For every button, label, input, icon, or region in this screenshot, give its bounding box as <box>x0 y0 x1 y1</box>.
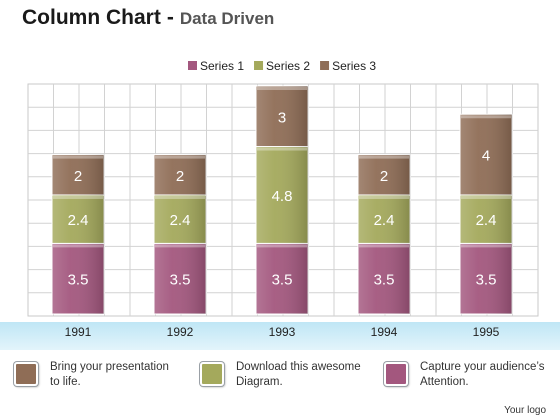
data-label: 2 <box>74 168 82 185</box>
data-label: 3.5 <box>272 272 293 289</box>
stacked-column-chart: Series 1 Series 2 Series 3 3.52.423.52.423… <box>27 59 539 339</box>
bar-shading <box>358 154 410 195</box>
logo-text: Your logo <box>504 405 546 416</box>
data-label: 2 <box>176 168 184 185</box>
legend-label: Series 2 <box>266 59 310 73</box>
axis-band <box>0 322 560 350</box>
title-main: Column Chart <box>22 6 161 29</box>
data-label: 3 <box>278 109 286 126</box>
data-label: 2.4 <box>374 212 395 229</box>
bar-shading <box>154 154 206 195</box>
bar-highlight <box>257 87 307 90</box>
bar-highlight <box>53 244 103 248</box>
bar-highlight <box>257 147 307 151</box>
feature-text: Capture your audience’s Attention. <box>420 361 545 388</box>
data-label: 3.5 <box>374 272 395 289</box>
legend-swatch <box>254 61 264 70</box>
bar-highlight <box>53 155 103 159</box>
bar-highlight <box>155 195 205 199</box>
x-axis-labels: 1991 1992 1993 1994 1995 <box>65 325 500 339</box>
bar-highlight <box>53 195 103 199</box>
feature-item-1: Bring your presentation to life. <box>14 360 180 390</box>
data-label: 2.4 <box>170 212 191 229</box>
bar-shading <box>52 154 104 195</box>
legend-label: Series 1 <box>200 59 244 73</box>
legend-label: Series 3 <box>332 59 376 73</box>
bar-highlight <box>359 244 409 248</box>
x-tick-label: 1991 <box>65 325 92 339</box>
bar-shading <box>460 243 512 314</box>
data-label: 2.4 <box>68 212 89 229</box>
bar-highlight <box>461 244 511 248</box>
x-tick-label: 1992 <box>167 325 194 339</box>
bar-shading <box>154 194 206 244</box>
bar-highlight <box>461 115 511 119</box>
title-separator: - <box>166 6 174 29</box>
data-label: 3.5 <box>170 272 191 289</box>
bar-shading <box>256 86 308 147</box>
data-label: 3.5 <box>476 272 497 289</box>
data-label: 2 <box>380 168 388 185</box>
bar-highlight <box>359 155 409 159</box>
feature-text: Bring your presentation to life. <box>50 361 169 388</box>
x-tick-label: 1995 <box>473 325 500 339</box>
bar-highlight <box>155 155 205 159</box>
chart-legend: Series 1 Series 2 Series 3 <box>188 59 376 73</box>
legend-swatch <box>320 61 330 70</box>
title-subtitle: Data Driven <box>179 9 275 28</box>
feature-color-square <box>384 362 408 386</box>
feature-item-2: Download this awesome Diagram. <box>200 360 366 390</box>
bar-shading <box>52 194 104 244</box>
footer: Bring your presentation to life. Downloa… <box>0 352 560 420</box>
feature-color-square <box>14 362 38 386</box>
data-label: 2.4 <box>476 212 497 229</box>
bar-shading <box>154 243 206 314</box>
bar-highlight <box>461 195 511 199</box>
bar-shading <box>52 243 104 314</box>
page-title: Column Chart - Data Driven <box>22 6 274 30</box>
x-tick-label: 1993 <box>269 325 296 339</box>
feature-color-square <box>200 362 224 386</box>
feature-text: Download this awesome Diagram. <box>236 361 361 388</box>
data-label: 3.5 <box>68 272 89 289</box>
bar-shading <box>460 114 512 195</box>
bar-shading <box>256 243 308 314</box>
bar-shading <box>358 243 410 314</box>
feature-item-3: Capture your audience’s Attention. <box>384 360 550 390</box>
legend-swatch <box>188 61 197 70</box>
chart-bars: 3.5 2.4 2 3.5 2.4 2 3.5 4.8 3 3.5 2.4 2 3.5 2.4 4 <box>51 85 513 315</box>
bar-shading <box>358 194 410 244</box>
data-label: 4.8 <box>272 188 293 205</box>
bar-highlight <box>359 195 409 199</box>
x-tick-label: 1994 <box>371 325 398 339</box>
data-label: 4 <box>482 148 490 165</box>
bar-highlight <box>155 244 205 248</box>
bar-shading <box>256 146 308 244</box>
bar-highlight <box>257 244 307 248</box>
bar-shading <box>460 194 512 244</box>
